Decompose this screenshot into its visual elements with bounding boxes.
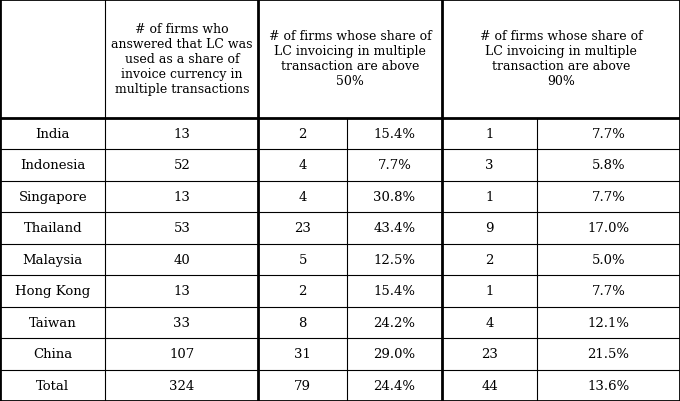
Text: 1: 1 xyxy=(486,128,494,140)
Text: # of firms who
answered that LC was
used as a share of
invoice currency in
multi: # of firms who answered that LC was used… xyxy=(111,23,253,95)
Text: 8: 8 xyxy=(299,316,307,329)
Text: 12.1%: 12.1% xyxy=(588,316,630,329)
Text: Hong Kong: Hong Kong xyxy=(15,285,90,298)
Text: 43.4%: 43.4% xyxy=(373,222,415,235)
Text: 44: 44 xyxy=(481,379,498,392)
Text: 7.7%: 7.7% xyxy=(592,285,626,298)
Text: 5.8%: 5.8% xyxy=(592,159,626,172)
Text: 4: 4 xyxy=(486,316,494,329)
Text: 1: 1 xyxy=(486,190,494,203)
Text: Malaysia: Malaysia xyxy=(22,253,83,266)
Text: 12.5%: 12.5% xyxy=(373,253,415,266)
Text: India: India xyxy=(35,128,70,140)
Text: 13: 13 xyxy=(173,285,190,298)
Text: 53: 53 xyxy=(173,222,190,235)
Text: 40: 40 xyxy=(173,253,190,266)
Text: 13: 13 xyxy=(173,190,190,203)
Text: 5.0%: 5.0% xyxy=(592,253,626,266)
Text: Indonesia: Indonesia xyxy=(20,159,86,172)
Text: 9: 9 xyxy=(486,222,494,235)
Text: 13: 13 xyxy=(173,128,190,140)
Text: 24.4%: 24.4% xyxy=(373,379,415,392)
Text: 33: 33 xyxy=(173,316,190,329)
Text: 52: 52 xyxy=(173,159,190,172)
Text: 24.2%: 24.2% xyxy=(373,316,415,329)
Text: 1: 1 xyxy=(486,285,494,298)
Text: 2: 2 xyxy=(299,128,307,140)
Text: 3: 3 xyxy=(486,159,494,172)
Text: China: China xyxy=(33,347,72,360)
Text: 15.4%: 15.4% xyxy=(373,285,415,298)
Text: Thailand: Thailand xyxy=(23,222,82,235)
Text: # of firms whose share of
LC invoicing in multiple
transaction are above
50%: # of firms whose share of LC invoicing i… xyxy=(269,30,432,88)
Text: 29.0%: 29.0% xyxy=(373,347,415,360)
Text: 2: 2 xyxy=(486,253,494,266)
Text: 15.4%: 15.4% xyxy=(373,128,415,140)
Text: 30.8%: 30.8% xyxy=(373,190,415,203)
Text: 17.0%: 17.0% xyxy=(588,222,630,235)
Text: 23: 23 xyxy=(481,347,498,360)
Text: 2: 2 xyxy=(299,285,307,298)
Text: Total: Total xyxy=(36,379,69,392)
Text: 4: 4 xyxy=(299,159,307,172)
Text: 13.6%: 13.6% xyxy=(588,379,630,392)
Text: 4: 4 xyxy=(299,190,307,203)
Text: 7.7%: 7.7% xyxy=(377,159,411,172)
Text: 23: 23 xyxy=(294,222,311,235)
Text: 5: 5 xyxy=(299,253,307,266)
Text: 31: 31 xyxy=(294,347,311,360)
Text: 7.7%: 7.7% xyxy=(592,128,626,140)
Text: 79: 79 xyxy=(294,379,311,392)
Text: Singapore: Singapore xyxy=(18,190,87,203)
Text: 21.5%: 21.5% xyxy=(588,347,630,360)
Text: 324: 324 xyxy=(169,379,194,392)
Text: 7.7%: 7.7% xyxy=(592,190,626,203)
Text: # of firms whose share of
LC invoicing in multiple
transaction are above
90%: # of firms whose share of LC invoicing i… xyxy=(479,30,643,88)
Text: 107: 107 xyxy=(169,347,194,360)
Text: Taiwan: Taiwan xyxy=(29,316,77,329)
